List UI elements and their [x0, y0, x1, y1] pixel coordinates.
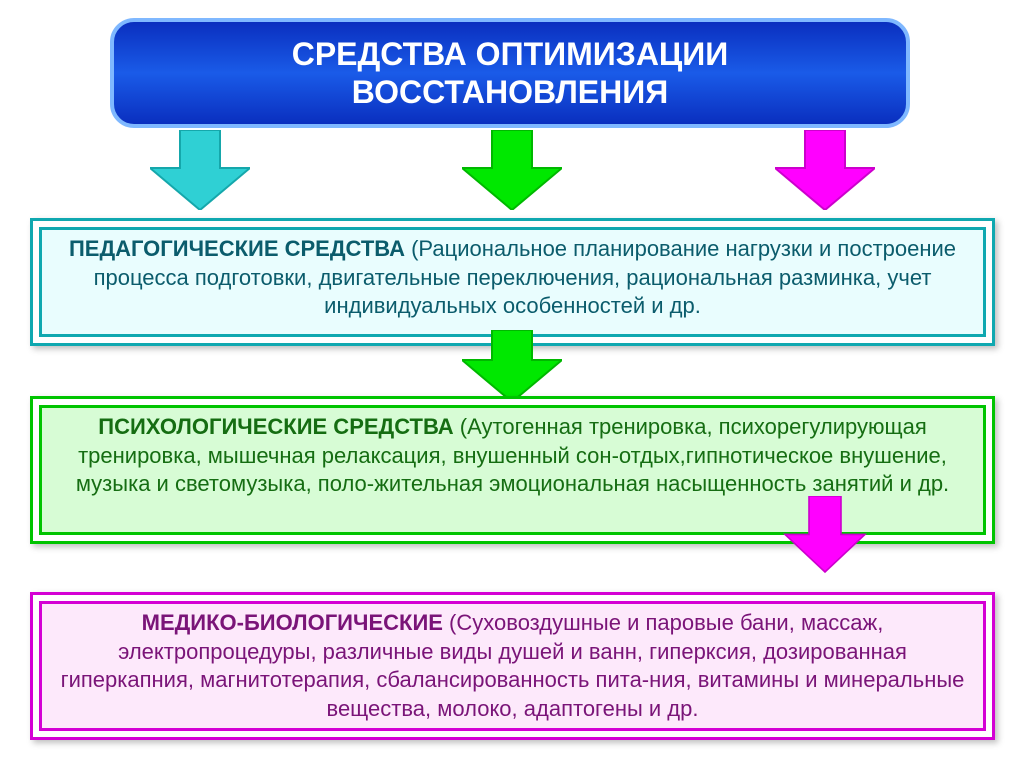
panel-2-text: ПСИХОЛОГИЧЕСКИЕ СРЕДСТВА (Аутогенная тре…: [76, 414, 949, 496]
arrow-path-cyan: [150, 130, 250, 210]
arrow-path-magenta-2: [785, 496, 865, 572]
panel-3-text: МЕДИКО-БИОЛОГИЧЕСКИЕ (Суховоздушные и па…: [61, 610, 965, 721]
arrow-green-1: [462, 130, 562, 210]
panel-medico-biological: МЕДИКО-БИОЛОГИЧЕСКИЕ (Суховоздушные и па…: [30, 592, 995, 740]
arrow-path-green-2: [462, 330, 562, 402]
panel-1-text: ПЕДАГОГИЧЕСКИЕ СРЕДСТВА (Рациональное пл…: [69, 236, 956, 318]
arrow-magenta-1: [775, 130, 875, 210]
panel-pedagogical: ПЕДАГОГИЧЕСКИЕ СРЕДСТВА (Рациональное пл…: [30, 218, 995, 346]
arrow-path-magenta: [775, 130, 875, 210]
title-text: СРЕДСТВА ОПТИМИЗАЦИИ ВОССТАНОВЛЕНИЯ: [144, 35, 876, 112]
panel-3-heading: МЕДИКО-БИОЛОГИЧЕСКИЕ: [142, 610, 449, 635]
panel-1-heading: ПЕДАГОГИЧЕСКИЕ СРЕДСТВА: [69, 236, 411, 261]
arrow-cyan-1: [150, 130, 250, 210]
title-box: СРЕДСТВА ОПТИМИЗАЦИИ ВОССТАНОВЛЕНИЯ: [110, 18, 910, 128]
arrow-path-green: [462, 130, 562, 210]
panel-2-heading: ПСИХОЛОГИЧЕСКИЕ СРЕДСТВА: [98, 414, 460, 439]
arrow-magenta-2: [775, 496, 875, 576]
